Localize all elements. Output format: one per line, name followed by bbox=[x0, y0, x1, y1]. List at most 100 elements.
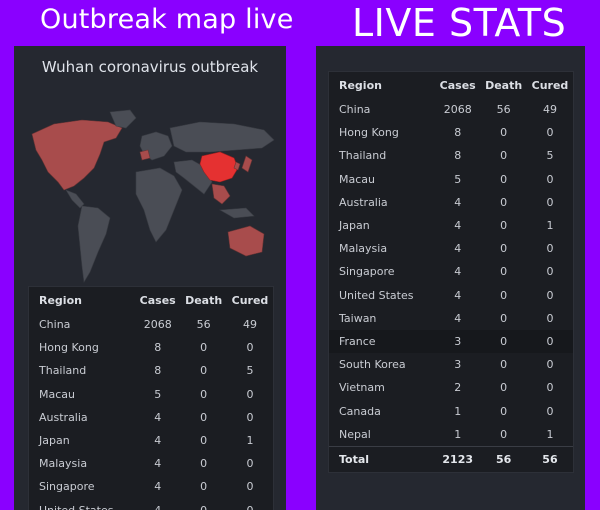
table-row[interactable]: Taiwan 4 0 0 bbox=[329, 307, 573, 330]
cell-cured: 0 bbox=[546, 265, 554, 279]
header-region[interactable]: Region bbox=[39, 293, 82, 307]
map-region-north-america[interactable] bbox=[31, 119, 123, 191]
table-row[interactable]: United States 4 0 0 bbox=[29, 499, 273, 510]
cell-region: United States bbox=[339, 288, 414, 302]
header-cured[interactable]: Cured bbox=[531, 78, 569, 92]
live-stats-table: Region Cases Death Cured China 2068 56 4… bbox=[329, 72, 573, 473]
header-death[interactable]: Death bbox=[485, 78, 523, 92]
cell-cured: 49 bbox=[542, 103, 557, 117]
cell-region: Thailand bbox=[339, 149, 387, 163]
cell-death: 0 bbox=[500, 172, 508, 186]
header-cases[interactable]: Cases bbox=[139, 293, 176, 307]
map-panel: Wuhan coronavirus outbreak bbox=[14, 46, 286, 510]
cell-region: Japan bbox=[39, 434, 70, 448]
map-region-australia[interactable] bbox=[227, 225, 265, 257]
table-row[interactable]: Australia 4 0 0 bbox=[29, 406, 273, 429]
map-region-indonesia[interactable] bbox=[219, 207, 255, 219]
stats-table-preview: Region Cases Death Cured China 2068 56 4… bbox=[28, 286, 274, 510]
table-row[interactable]: South Korea 3 0 0 bbox=[329, 353, 573, 376]
table-row[interactable]: China 2068 56 49 bbox=[29, 313, 273, 336]
table-row[interactable]: Australia 4 0 0 bbox=[329, 191, 573, 214]
cell-cases: 2 bbox=[454, 381, 462, 395]
table-row[interactable]: Malaysia 4 0 0 bbox=[29, 452, 273, 475]
cell-region: China bbox=[39, 318, 71, 332]
cell-region: Vietnam bbox=[339, 381, 385, 395]
cell-cases: 3 bbox=[435, 329, 481, 354]
table-row[interactable]: Thailand 8 0 5 bbox=[29, 359, 273, 382]
map-region-south-america[interactable] bbox=[77, 205, 111, 283]
table-row[interactable]: Nepal 1 0 1 bbox=[329, 423, 573, 447]
table-row-hovered[interactable]: France 3 0 0 bbox=[329, 329, 573, 354]
table-header-row: Region Cases Death Cured bbox=[329, 72, 573, 98]
table-row[interactable]: Singapore 4 0 0 bbox=[329, 260, 573, 283]
map-region-southeast-asia[interactable] bbox=[211, 183, 231, 205]
table-row[interactable]: Hong Kong 8 0 0 bbox=[29, 336, 273, 359]
cell-cured: 5 bbox=[246, 364, 254, 378]
map-region-africa[interactable] bbox=[135, 167, 183, 243]
table-row[interactable]: Japan 4 0 1 bbox=[29, 429, 273, 452]
table-row[interactable]: Vietnam 2 0 0 bbox=[329, 376, 573, 399]
cell-cases: 4 bbox=[154, 480, 162, 494]
map-region-russia[interactable] bbox=[169, 121, 275, 153]
cell-cases: 4 bbox=[454, 219, 462, 233]
header-cured[interactable]: Cured bbox=[231, 293, 269, 307]
table-row[interactable]: Macau 5 0 0 bbox=[329, 168, 573, 191]
table-row[interactable]: Macau 5 0 0 bbox=[29, 383, 273, 406]
cell-death: 0 bbox=[500, 381, 508, 395]
cell-cases: 8 bbox=[154, 364, 162, 378]
world-map[interactable] bbox=[24, 106, 280, 302]
cell-death: 0 bbox=[500, 288, 508, 302]
table-row[interactable]: Singapore 4 0 0 bbox=[29, 475, 273, 498]
cell-death: 0 bbox=[500, 404, 508, 418]
cell-cases: 4 bbox=[154, 410, 162, 424]
header-death[interactable]: Death bbox=[185, 293, 223, 307]
cell-region: Australia bbox=[339, 195, 388, 209]
table-row[interactable]: China 2068 56 49 bbox=[329, 98, 573, 121]
cell-cured: 0 bbox=[246, 410, 254, 424]
table-row[interactable]: Hong Kong 8 0 0 bbox=[329, 121, 573, 144]
cell-region: Taiwan bbox=[339, 311, 377, 325]
cell-death: 0 bbox=[180, 499, 227, 510]
cell-region: United States bbox=[29, 499, 135, 510]
cell-cases: 8 bbox=[454, 126, 462, 140]
map-region-central-america[interactable] bbox=[65, 189, 85, 209]
cell-cured: 49 bbox=[242, 318, 257, 332]
header-region[interactable]: Region bbox=[339, 78, 382, 92]
cell-cases: 4 bbox=[454, 242, 462, 256]
cell-cases: 4 bbox=[454, 311, 462, 325]
cell-cured: 0 bbox=[546, 404, 554, 418]
table-row[interactable]: Malaysia 4 0 0 bbox=[329, 237, 573, 260]
map-region-korea[interactable] bbox=[233, 161, 241, 171]
outbreak-map-heading: Outbreak map live bbox=[40, 4, 294, 35]
cell-cases: 5 bbox=[454, 172, 462, 186]
table-row[interactable]: Thailand 8 0 5 bbox=[329, 144, 573, 167]
table-row[interactable]: Canada 1 0 0 bbox=[329, 399, 573, 422]
map-region-greenland[interactable] bbox=[109, 109, 137, 129]
map-title: Wuhan coronavirus outbreak bbox=[41, 58, 259, 76]
header-cases[interactable]: Cases bbox=[439, 78, 476, 92]
cell-region: Macau bbox=[39, 387, 75, 401]
cell-region: Hong Kong bbox=[39, 341, 99, 355]
cell-death: 0 bbox=[500, 311, 508, 325]
table-total-row: Total 2123 56 56 bbox=[329, 445, 573, 473]
map-region-france[interactable] bbox=[139, 149, 151, 161]
table-row[interactable]: Japan 4 0 1 bbox=[329, 214, 573, 237]
cell-region: Thailand bbox=[39, 364, 87, 378]
stats-panel: Region Cases Death Cured China 2068 56 4… bbox=[316, 46, 585, 510]
table-row[interactable]: United States 4 0 0 bbox=[329, 284, 573, 307]
live-stats-heading: LIVE STATS bbox=[352, 1, 567, 45]
map-region-china[interactable] bbox=[199, 151, 239, 183]
cell-region: Macau bbox=[339, 172, 375, 186]
cell-cases: 3 bbox=[454, 358, 462, 372]
cell-cases: 4 bbox=[154, 434, 162, 448]
cell-cases: 4 bbox=[454, 265, 462, 279]
cell-death: 0 bbox=[500, 219, 508, 233]
cell-death: 0 bbox=[500, 149, 508, 163]
cell-cases: 4 bbox=[154, 457, 162, 471]
cell-region: Canada bbox=[339, 404, 381, 418]
cell-cases: 8 bbox=[454, 149, 462, 163]
cell-cured: 0 bbox=[546, 195, 554, 209]
cell-death: 0 bbox=[200, 410, 208, 424]
map-region-japan[interactable] bbox=[241, 155, 253, 173]
cell-death: 0 bbox=[500, 242, 508, 256]
